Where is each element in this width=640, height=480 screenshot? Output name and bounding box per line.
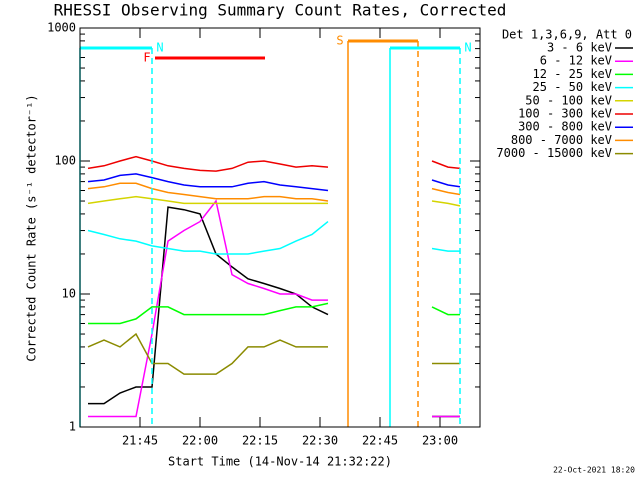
series-line (88, 199, 460, 418)
series-line (87, 221, 460, 255)
legend-label: 25 - 50 keV (533, 80, 612, 94)
x-axis-title: Start Time (14-Nov-14 21:32:22) (168, 455, 392, 469)
legend-label: 800 - 7000 keV (511, 133, 612, 147)
series-line (87, 182, 461, 202)
x-tick-label: 22:15 (242, 434, 278, 448)
x-tick-label: 23:00 (422, 434, 458, 448)
plot-frame (79, 27, 481, 428)
x-tick-label: 22:00 (182, 434, 218, 448)
x-tick-label: 22:45 (362, 434, 398, 448)
y-tick-label: 1000 (47, 21, 76, 35)
series-line (87, 173, 461, 192)
legend-label: 7000 - 15000 keV (496, 146, 612, 160)
series-line (87, 332, 460, 375)
flag-label: F (143, 51, 150, 65)
legend-label: 6 - 12 keV (540, 54, 612, 68)
flag-label: N (156, 41, 163, 55)
series-line (88, 302, 460, 325)
series-line (87, 155, 461, 172)
y-axis-title: Corrected Count Rate (s⁻¹ detector⁻¹) (25, 94, 39, 361)
x-tick-label: 21:45 (122, 434, 158, 448)
chart-title: RHESSI Observing Summary Count Rates, Co… (54, 1, 507, 20)
y-tick-label: 10 (62, 287, 76, 301)
legend-title: Det 1,3,6,9, Att 0 (502, 28, 632, 42)
x-tick-label: 22:30 (302, 434, 338, 448)
flag-label: N (464, 41, 471, 55)
series-line (87, 195, 461, 207)
legend-label: 100 - 300 keV (518, 107, 612, 121)
legend-label: 3 - 6 keV (547, 41, 612, 55)
footer: 22-Oct-2021 18:20 (553, 466, 635, 475)
legend-label: 300 - 800 keV (518, 120, 612, 134)
y-tick-label: 1 (69, 420, 76, 434)
legend-label: 12 - 25 keV (533, 67, 612, 81)
legend-label: 50 - 100 keV (525, 93, 612, 107)
flag-label: S (336, 34, 343, 48)
y-tick-label: 100 (54, 154, 76, 168)
